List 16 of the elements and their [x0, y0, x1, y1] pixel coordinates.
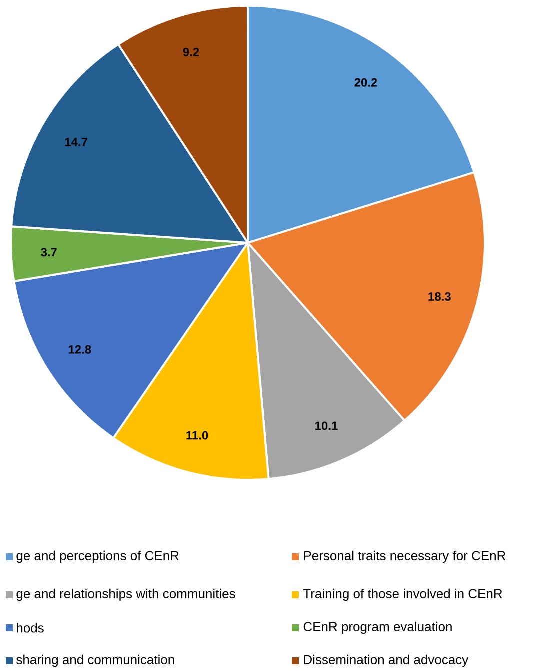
- data-label: 3.7: [41, 248, 57, 257]
- legend-label: Personal traits necessary for CEnR: [304, 550, 506, 564]
- legend-label: hods: [17, 623, 44, 633]
- data-label: 9.2: [183, 48, 200, 56]
- legend-label: CEnR program evaluation: [304, 622, 452, 634]
- data-label: 14.7: [65, 138, 88, 146]
- data-label: 12.8: [68, 345, 92, 354]
- legend-label: Training of those involved in CEnR: [303, 588, 502, 602]
- legend-label: ge and perceptions of CEnR: [16, 550, 179, 564]
- legend-label: ge and relationships with communities: [16, 588, 236, 602]
- legend-label: sharing and communication: [16, 654, 174, 668]
- data-label: 11.0: [186, 431, 208, 440]
- data-label: 20.2: [354, 78, 378, 87]
- data-label: 18.3: [428, 292, 451, 301]
- data-label: 10.1: [316, 422, 338, 430]
- legend-label: Dissemination and advocacy: [304, 654, 469, 668]
